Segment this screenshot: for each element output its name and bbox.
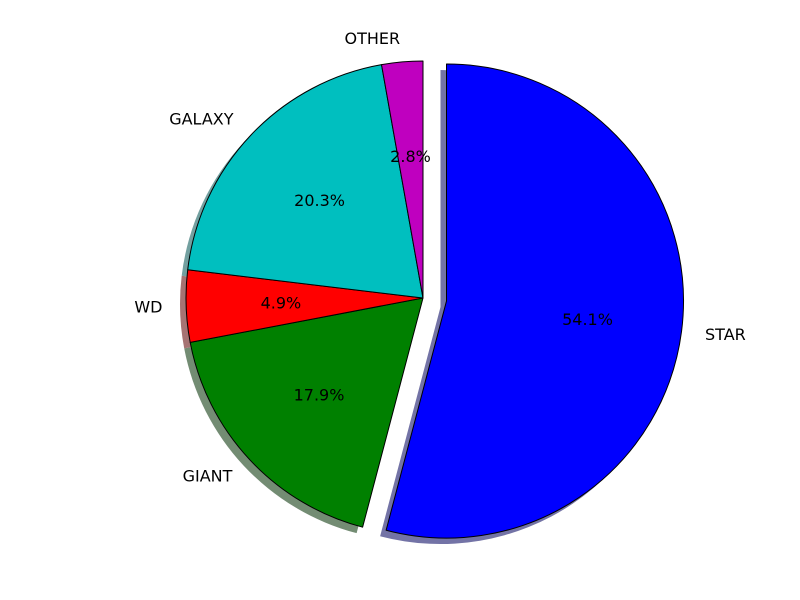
pie-slice-other [381, 60, 424, 299]
pct-label-star: 54.1% [562, 310, 613, 329]
pct-label-galaxy: 20.3% [294, 191, 345, 210]
pct-label-wd: 4.9% [261, 293, 302, 312]
pie-slice-star [385, 63, 684, 539]
slice-label-giant: GIANT [183, 466, 233, 485]
pct-label-giant: 17.9% [294, 386, 345, 405]
slice-layer [185, 60, 684, 539]
label-layer: 54.1% STAR 17.9% GIANT 4.9% WD 20.3% GALAXY 2.8%… [134, 29, 745, 486]
pie-slice-giant [189, 297, 424, 528]
slice-label-other: OTHER [344, 29, 400, 48]
pct-label-other: 2.8% [390, 147, 431, 166]
slice-label-galaxy: GALAXY [169, 109, 234, 128]
slice-label-star: STAR [705, 325, 746, 344]
slice-label-wd: WD [134, 298, 162, 317]
pie-slice-galaxy [187, 64, 424, 299]
